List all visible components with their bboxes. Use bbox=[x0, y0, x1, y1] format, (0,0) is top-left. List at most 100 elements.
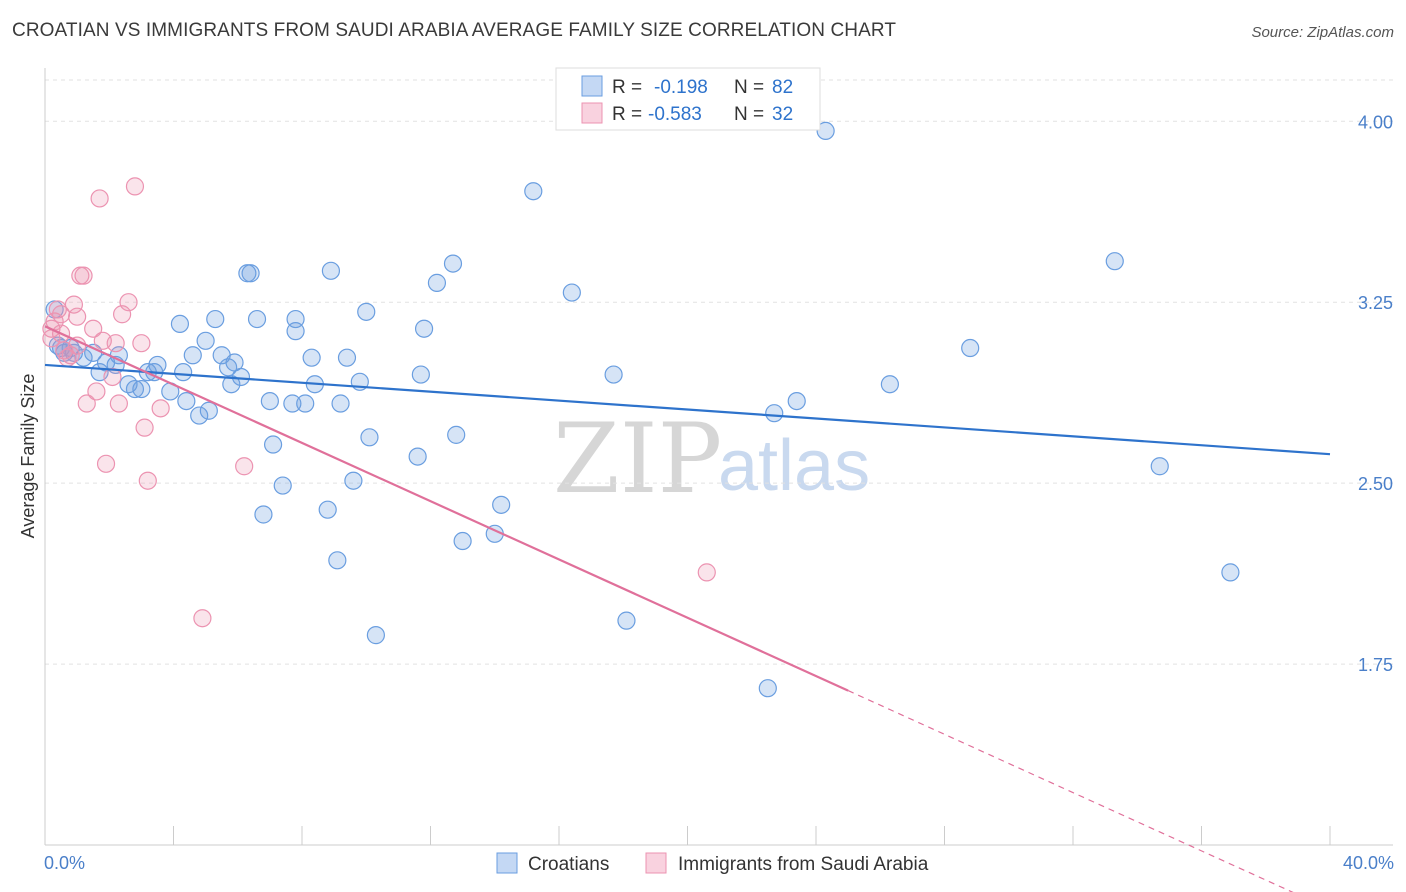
croatians-point bbox=[816, 121, 835, 140]
croatians-point bbox=[222, 375, 241, 394]
saudi-n-value: 32 bbox=[772, 104, 793, 125]
chart-title: CROATIAN VS IMMIGRANTS FROM SAUDI ARABIA… bbox=[12, 20, 897, 41]
croatians-point bbox=[273, 476, 292, 495]
croatians-point bbox=[617, 611, 636, 630]
saudi-point bbox=[119, 293, 138, 312]
croatians-point bbox=[1105, 252, 1124, 271]
saudi-point bbox=[106, 334, 125, 353]
croatians-r-value: -0.198 bbox=[654, 77, 708, 98]
croatians-point bbox=[296, 394, 315, 413]
saudi-points bbox=[42, 177, 716, 628]
croatians-point bbox=[177, 392, 196, 411]
croatians-point bbox=[765, 404, 784, 423]
croatians-point bbox=[318, 500, 337, 519]
saudi-point bbox=[132, 334, 151, 353]
saudi-point bbox=[193, 609, 212, 628]
saudi-point bbox=[103, 367, 122, 387]
saudi-point bbox=[235, 457, 254, 476]
saudi-point bbox=[90, 189, 109, 208]
saudi-point bbox=[64, 295, 84, 314]
croatians-point bbox=[604, 365, 623, 384]
croatians-point bbox=[880, 375, 899, 394]
saudi-point bbox=[125, 177, 145, 196]
croatians-n-label: N = bbox=[734, 77, 764, 98]
croatians-point bbox=[337, 348, 357, 367]
saudi-series-label: Immigrants from Saudi Arabia bbox=[678, 854, 929, 875]
croatians-point bbox=[247, 309, 267, 329]
croatians-point bbox=[562, 283, 581, 302]
saudi-r-value: -0.583 bbox=[648, 104, 702, 125]
x-tick-label-min: 0.0% bbox=[44, 853, 85, 873]
croatians-point bbox=[328, 551, 347, 570]
croatians-point bbox=[302, 348, 321, 367]
croatians-point bbox=[125, 379, 145, 399]
watermark-zip: ZIP bbox=[553, 403, 722, 515]
stats-legend: R = -0.198 N = 82 R = -0.583 N = 32 bbox=[555, 67, 821, 131]
saudi-point bbox=[151, 399, 170, 418]
croatians-point bbox=[411, 365, 430, 384]
croatians-r-label: R = bbox=[612, 77, 642, 98]
watermark-atlas: atlas bbox=[718, 426, 870, 506]
saudi-point bbox=[697, 563, 716, 582]
croatians-point bbox=[170, 314, 190, 333]
y-tick-label: 4.00 bbox=[1358, 112, 1393, 132]
saudi-point bbox=[138, 471, 157, 490]
saudi-point bbox=[68, 307, 87, 326]
croatians-point bbox=[196, 331, 215, 350]
axes bbox=[44, 68, 1393, 846]
croatians-point bbox=[174, 363, 193, 382]
croatians-trend-line bbox=[44, 363, 1331, 456]
croatians-point bbox=[331, 394, 350, 413]
y-tick-label: 3.25 bbox=[1358, 293, 1393, 313]
croatians-point bbox=[344, 471, 363, 490]
saudi-r-label: R = bbox=[612, 104, 642, 125]
croatians-point bbox=[366, 626, 385, 645]
saudi-point bbox=[61, 346, 80, 365]
saudi-trend-line bbox=[44, 325, 849, 692]
croatians-point bbox=[408, 447, 427, 466]
croatians-point bbox=[148, 355, 167, 375]
y-tick-label: 1.75 bbox=[1358, 655, 1393, 675]
croatians-series-label: Croatians bbox=[528, 854, 609, 875]
croatians-point bbox=[263, 435, 283, 454]
croatians-point bbox=[321, 261, 341, 280]
saudi-point bbox=[109, 394, 128, 413]
croatians-point bbox=[961, 338, 980, 358]
croatians-point bbox=[357, 302, 376, 321]
croatians-point bbox=[286, 322, 305, 341]
croatians-point bbox=[414, 319, 434, 338]
croatians-point bbox=[190, 406, 209, 425]
croatians-point bbox=[1150, 457, 1169, 476]
saudi-point bbox=[87, 382, 106, 401]
croatians-point bbox=[453, 531, 472, 551]
croatians-point bbox=[787, 392, 806, 411]
saudi-n-label: N = bbox=[734, 104, 764, 125]
croatians-point bbox=[360, 428, 379, 447]
croatians-point bbox=[1221, 563, 1240, 582]
croatians-point bbox=[283, 394, 302, 413]
y-axis-title: Average Family Size bbox=[18, 374, 38, 539]
croatians-point bbox=[199, 401, 218, 420]
croatians-legend-swatch bbox=[581, 75, 603, 97]
watermark: ZIP atlas bbox=[553, 403, 870, 515]
croatians-point bbox=[132, 379, 151, 399]
trend-lines bbox=[44, 325, 1331, 892]
croatians-point bbox=[524, 182, 543, 201]
croatians-point bbox=[427, 273, 447, 292]
croatians-point bbox=[231, 367, 251, 387]
series-legend: Croatians Immigrants from Saudi Arabia bbox=[496, 852, 929, 875]
saudi-series-swatch bbox=[645, 852, 667, 874]
saudi-legend-swatch bbox=[581, 102, 603, 124]
saudi-point bbox=[74, 266, 93, 285]
croatians-point bbox=[447, 425, 466, 444]
croatians-n-value: 82 bbox=[772, 77, 793, 98]
croatians-point bbox=[254, 505, 273, 524]
croatians-point bbox=[183, 346, 202, 365]
croatians-point bbox=[241, 264, 260, 283]
croatians-series-swatch bbox=[496, 852, 518, 874]
saudi-point bbox=[135, 418, 154, 437]
x-tick-label-max: 40.0% bbox=[1343, 853, 1394, 873]
croatians-point bbox=[492, 495, 511, 514]
croatians-point bbox=[206, 309, 225, 329]
